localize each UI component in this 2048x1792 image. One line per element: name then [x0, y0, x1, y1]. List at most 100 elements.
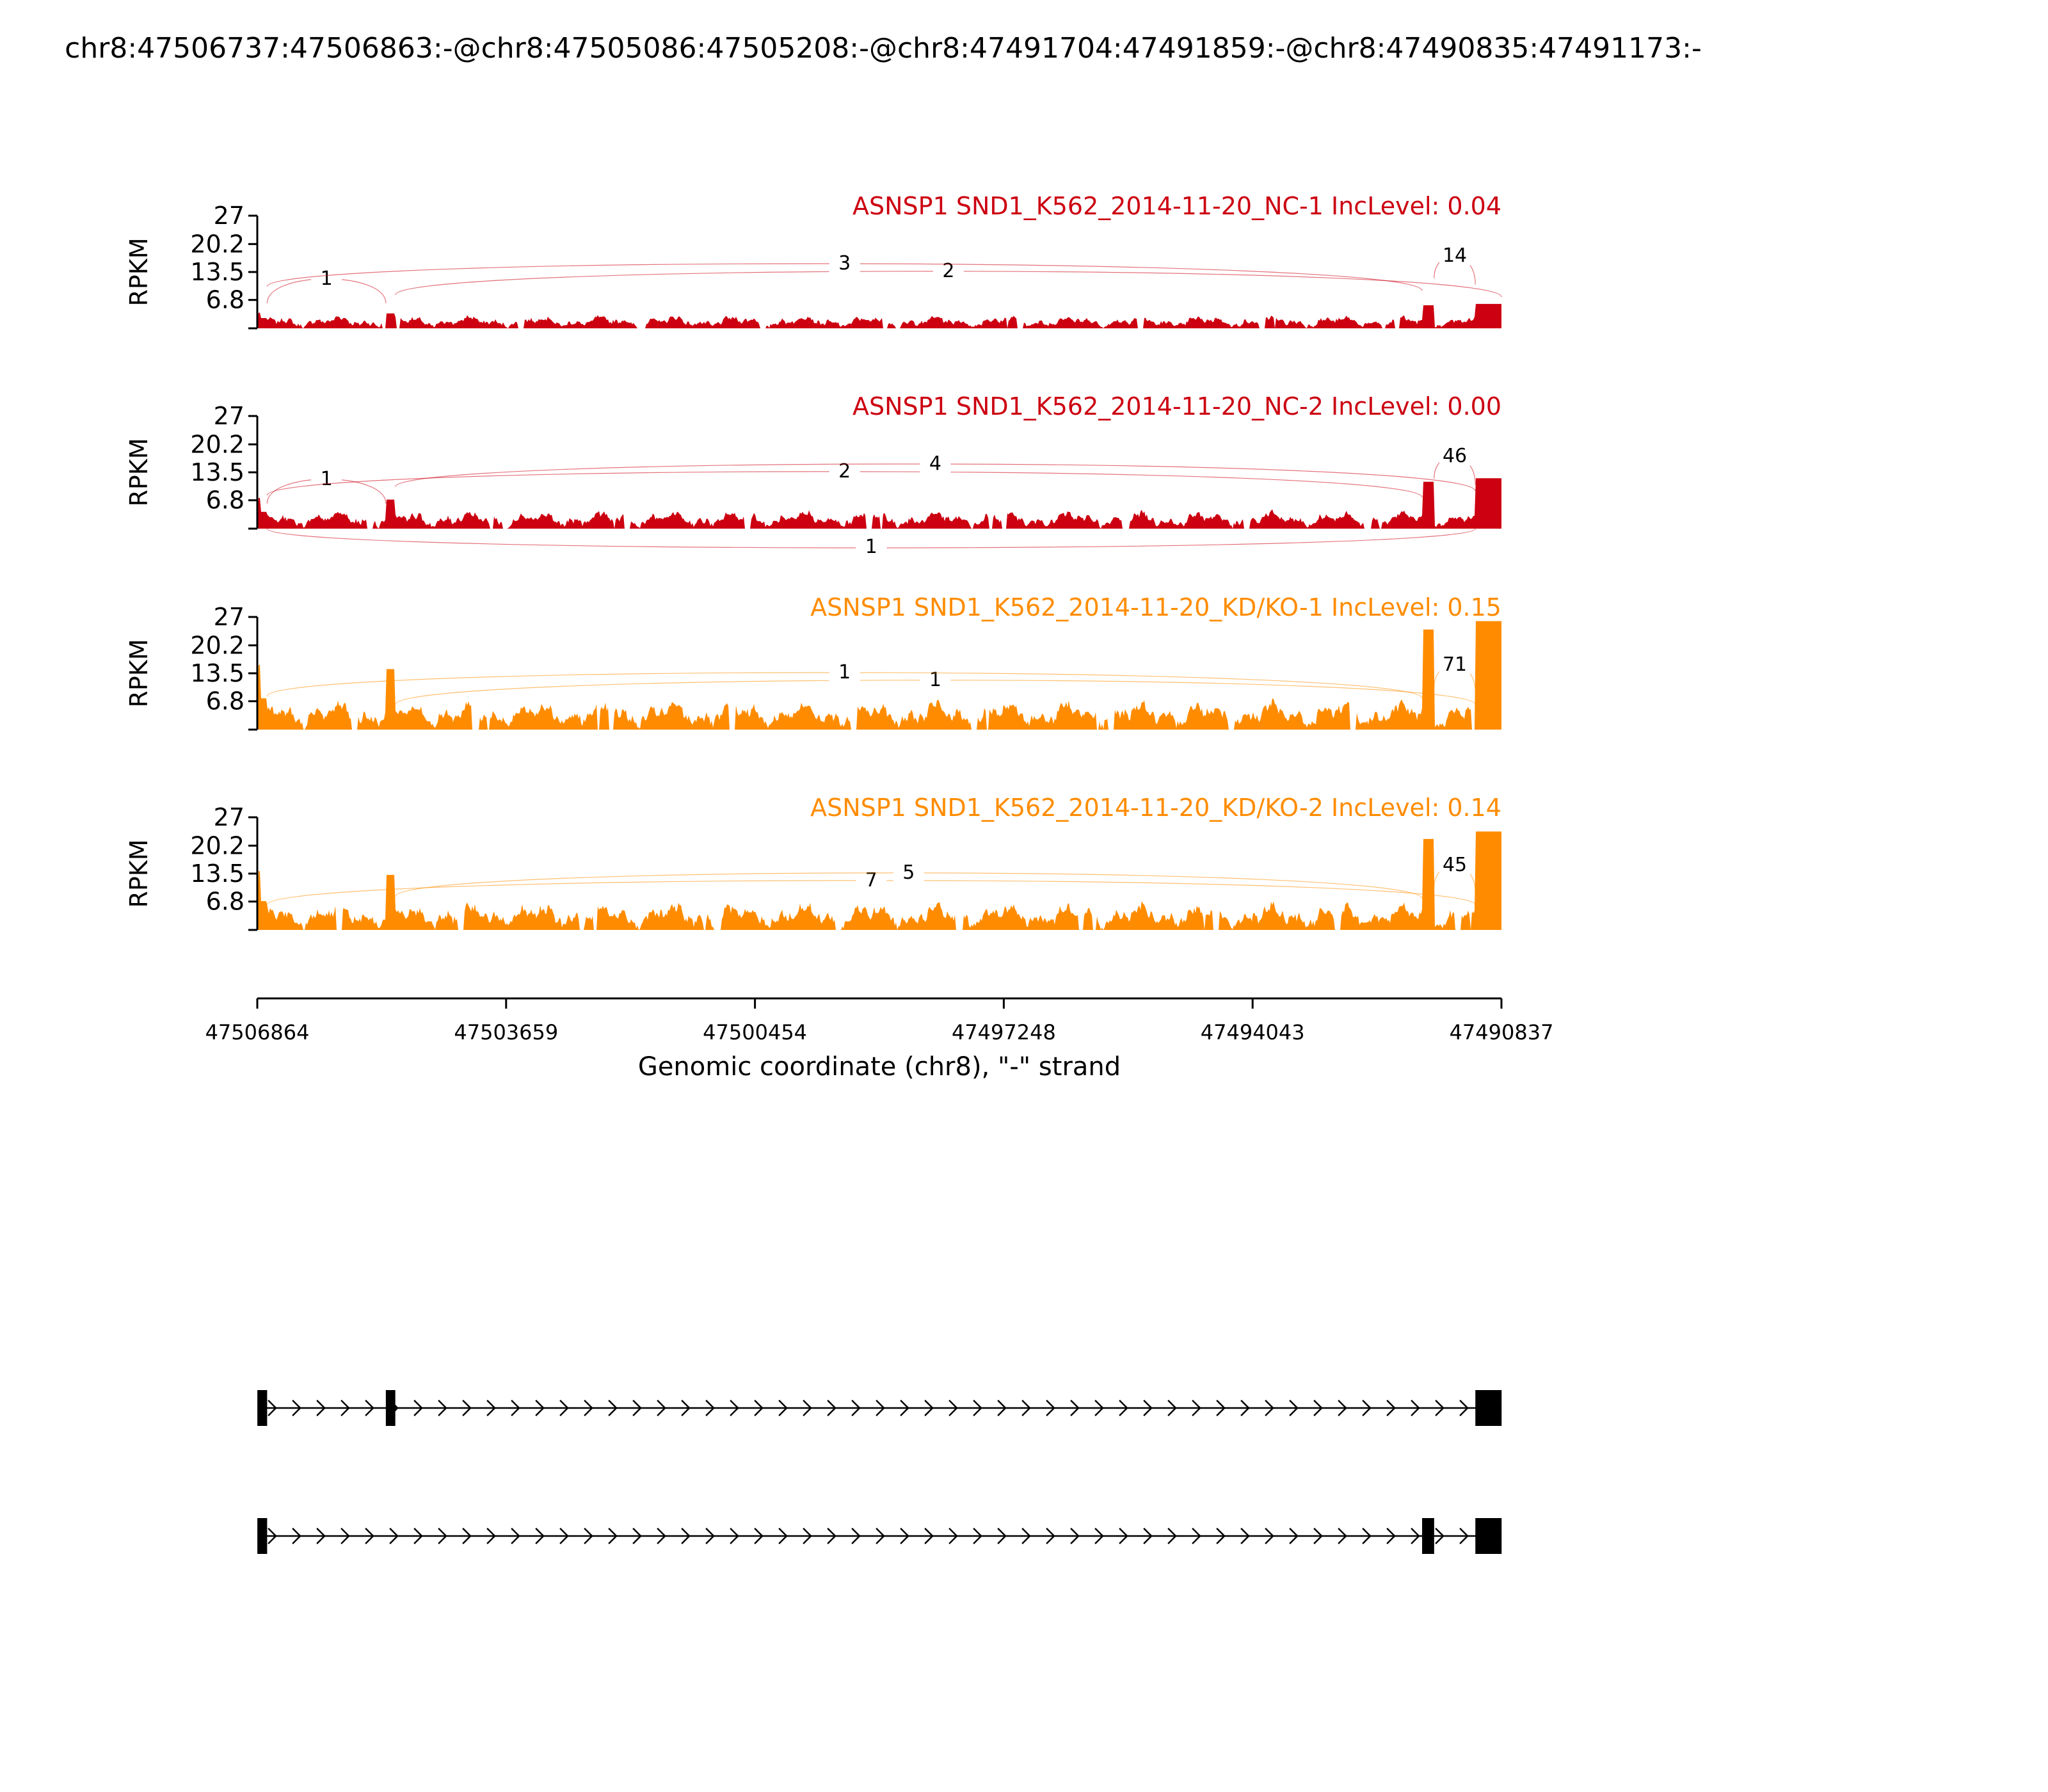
strand-arrow: [535, 1528, 545, 1544]
junction-count: 1: [321, 268, 333, 290]
y-tick-label: 20.2: [190, 230, 244, 258]
strand-arrow: [948, 1400, 958, 1416]
junction-count-bg: [829, 659, 860, 682]
strand-arrow: [681, 1400, 691, 1416]
strand-arrow: [268, 1400, 277, 1416]
strand-arrow: [608, 1400, 618, 1416]
strand-arrow: [438, 1528, 447, 1544]
strand-arrow: [511, 1528, 520, 1544]
junction-count: 7: [865, 869, 877, 892]
strand-arrow: [438, 1400, 447, 1416]
strand-arrow: [1386, 1400, 1396, 1416]
y-axis-label: RPKM: [125, 839, 153, 908]
strand-arrow: [851, 1528, 861, 1544]
junction-count-bg: [1439, 652, 1471, 675]
strand-arrow: [754, 1528, 764, 1544]
junction-count: 71: [1443, 653, 1467, 676]
strand-arrow: [511, 1400, 520, 1416]
y-axis-label: RPKM: [125, 639, 153, 707]
junction-count-bg: [920, 667, 951, 690]
junction-count-bg: [932, 258, 964, 281]
strand-arrow: [1240, 1400, 1250, 1416]
exon-block: [257, 1518, 268, 1554]
strand-arrow: [1362, 1528, 1372, 1544]
exon-block: [1422, 1518, 1434, 1554]
y-tick-label: 20.2: [190, 430, 244, 458]
strand-arrow: [1362, 1400, 1372, 1416]
strand-arrow: [803, 1400, 812, 1416]
x-axis: Genomic coordinate (chr8), "-" strand 47…: [205, 997, 1554, 1082]
junction-count-bg: [1439, 852, 1471, 875]
strand-arrow: [876, 1528, 885, 1544]
strand-arrow: [1167, 1400, 1177, 1416]
strand-arrow: [389, 1528, 399, 1544]
strand-arrow: [730, 1528, 739, 1544]
strand-arrow: [559, 1400, 569, 1416]
strand-arrow: [1435, 1400, 1444, 1416]
junction-count: 46: [1443, 445, 1467, 467]
exon-block: [1475, 1390, 1502, 1426]
strand-arrow: [535, 1400, 545, 1416]
strand-arrow: [292, 1528, 301, 1544]
y-tick-label: 13.5: [190, 860, 244, 888]
strand-arrow: [1313, 1528, 1323, 1544]
strand-arrow: [876, 1400, 885, 1416]
strand-arrow: [559, 1528, 569, 1544]
junction-count: 2: [838, 460, 851, 483]
isoform-2: [257, 1518, 1502, 1554]
strand-arrow: [365, 1400, 374, 1416]
strand-arrow: [1167, 1528, 1177, 1544]
y-tick-label: 6.8: [206, 486, 244, 515]
junction-count-bg: [920, 451, 951, 474]
strand-arrow: [1289, 1528, 1299, 1544]
exon-block: [1475, 1518, 1502, 1554]
strand-arrow: [827, 1528, 836, 1544]
strand-arrow: [268, 1528, 277, 1544]
exon-block: [385, 1390, 396, 1426]
strand-arrow: [778, 1528, 788, 1544]
strand-arrow: [997, 1400, 1007, 1416]
y-tick-label: 6.8: [206, 687, 244, 716]
strand-arrow: [1338, 1400, 1347, 1416]
strand-arrow: [1046, 1400, 1055, 1416]
strand-arrow: [1192, 1400, 1201, 1416]
isoform-1: [257, 1390, 1502, 1426]
junction-count: 5: [902, 861, 915, 884]
strand-arrow: [486, 1400, 496, 1416]
junction-count-bg: [1439, 443, 1471, 466]
junction-count: 14: [1443, 244, 1467, 267]
exon-block: [257, 1390, 268, 1426]
strand-arrow: [1313, 1400, 1323, 1416]
strand-arrow: [632, 1528, 642, 1544]
coverage-area: [257, 831, 1501, 930]
x-tick-label: 47490837: [1450, 1020, 1554, 1044]
y-axis-label: RPKM: [125, 237, 153, 306]
strand-arrow: [316, 1528, 326, 1544]
panel-label: ASNSP1 SND1_K562_2014-11-20_KD/KO-2 IncL…: [810, 794, 1501, 822]
strand-arrow: [584, 1528, 593, 1544]
strand-arrow: [754, 1400, 764, 1416]
y-tick-label: 13.5: [190, 258, 244, 286]
coverage-area: [257, 478, 1501, 529]
junction-count: 45: [1443, 854, 1467, 876]
panel-label: ASNSP1 SND1_K562_2014-11-20_NC-2 IncLeve…: [852, 392, 1501, 420]
strand-arrow: [1070, 1400, 1080, 1416]
junction-count: 3: [838, 252, 851, 275]
strand-arrow: [1094, 1528, 1104, 1544]
strand-arrow: [413, 1528, 423, 1544]
strand-arrow: [365, 1528, 374, 1544]
strand-arrow: [803, 1528, 812, 1544]
panel-label: ASNSP1 SND1_K562_2014-11-20_KD/KO-1 IncL…: [810, 593, 1501, 621]
strand-arrow: [462, 1400, 472, 1416]
strand-arrow: [1094, 1400, 1104, 1416]
strand-arrow: [340, 1400, 350, 1416]
strand-arrow: [1192, 1528, 1201, 1544]
strand-arrow: [1046, 1528, 1055, 1544]
strand-arrow: [1411, 1400, 1420, 1416]
junction-count: 1: [929, 669, 941, 691]
y-tick-label: 27: [214, 202, 244, 230]
strand-arrow: [900, 1528, 909, 1544]
strand-arrow: [997, 1528, 1007, 1544]
